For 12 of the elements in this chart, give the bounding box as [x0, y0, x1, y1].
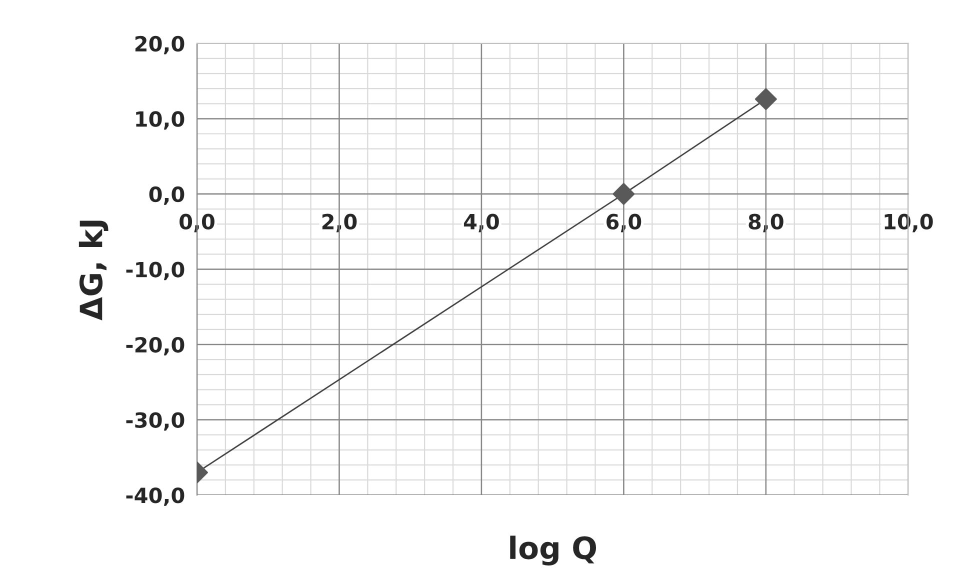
y-tick-label: -10,0 [126, 262, 184, 280]
y-tick-label: 0,0 [149, 186, 184, 205]
point [612, 182, 635, 205]
y-tick-label: 20,0 [135, 36, 184, 54]
y-axis-title: ΔG, kJ [78, 220, 108, 320]
y-tick-label: -40,0 [126, 488, 184, 506]
y-tick-label: -30,0 [126, 412, 184, 431]
x-axis-title: log Q [510, 536, 596, 566]
y-tick-label: 10,0 [136, 111, 184, 130]
y-tick-label: -20,0 [126, 336, 184, 356]
x-tick-label: 10,0 [884, 214, 933, 232]
point [754, 88, 777, 110]
